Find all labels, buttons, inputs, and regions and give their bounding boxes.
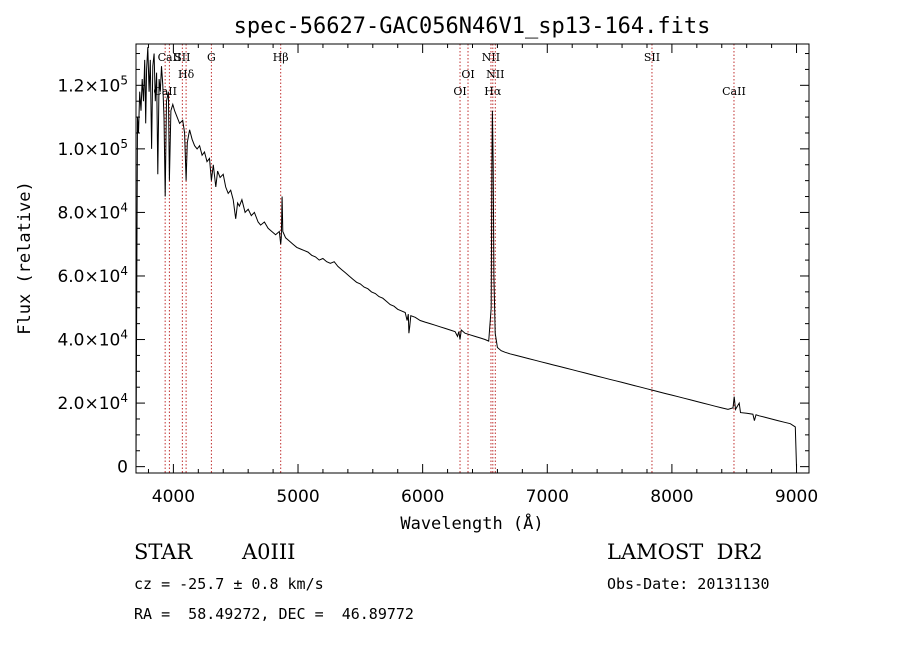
y-tick-label: 4.0×104	[57, 328, 128, 351]
line-marker-label: SII	[174, 51, 190, 64]
line-marker-label: NII	[486, 68, 504, 81]
x-axis-title: Wavelength (Å)	[400, 512, 543, 534]
y-tick-label: 1.0×105	[57, 137, 128, 160]
plot-frame	[135, 43, 810, 474]
line-marker-label: Hδ	[178, 68, 195, 81]
y-axis-title: Flux (relative)	[15, 181, 35, 335]
line-marker-label: G	[207, 51, 216, 64]
line-marker-label: CaII	[158, 51, 182, 64]
y-tick-label: 6.0×104	[57, 264, 128, 287]
line-marker-label: OI	[453, 85, 466, 98]
x-tick-label: 4000	[152, 487, 195, 507]
x-tick-label: 8000	[650, 487, 693, 507]
coordinates: RA = 58.49272, DEC = 46.89772	[134, 605, 414, 623]
line-marker-label: Hα	[484, 85, 502, 98]
observation-date: Obs-Date: 20131130	[607, 575, 770, 593]
x-tick-label: 6000	[401, 487, 444, 507]
line-marker-label: CaII	[722, 85, 746, 98]
line-marker-label: NII	[482, 51, 500, 64]
line-marker-label: Hβ	[273, 51, 289, 64]
object-type: STAR	[134, 540, 193, 564]
axis-ticks: 4000 5000 6000 7000 8000 9000 0 2.0×104 4.0×104 6…	[57, 44, 818, 507]
x-tick-label: 5000	[276, 487, 319, 507]
x-tick-label: 9000	[775, 487, 818, 507]
y-tick-label: 0	[117, 458, 128, 478]
redshift-velocity: cz = -25.7 ± 0.8 km/s	[134, 575, 324, 593]
chart-title: spec-56627-GAC056N46V1_sp13-164.fits	[234, 14, 711, 39]
survey-name: LAMOST DR2	[607, 540, 763, 564]
spectral-class: A0III	[242, 540, 296, 564]
x-tick-label: 7000	[526, 487, 569, 507]
spectrum-line	[135, 47, 797, 467]
y-tick-label: 2.0×104	[57, 391, 128, 414]
y-tick-label: 1.2×105	[57, 73, 128, 96]
line-marker-label: OI	[461, 68, 474, 81]
y-tick-label: 8.0×104	[57, 200, 128, 223]
line-marker-label: SII	[644, 51, 660, 64]
